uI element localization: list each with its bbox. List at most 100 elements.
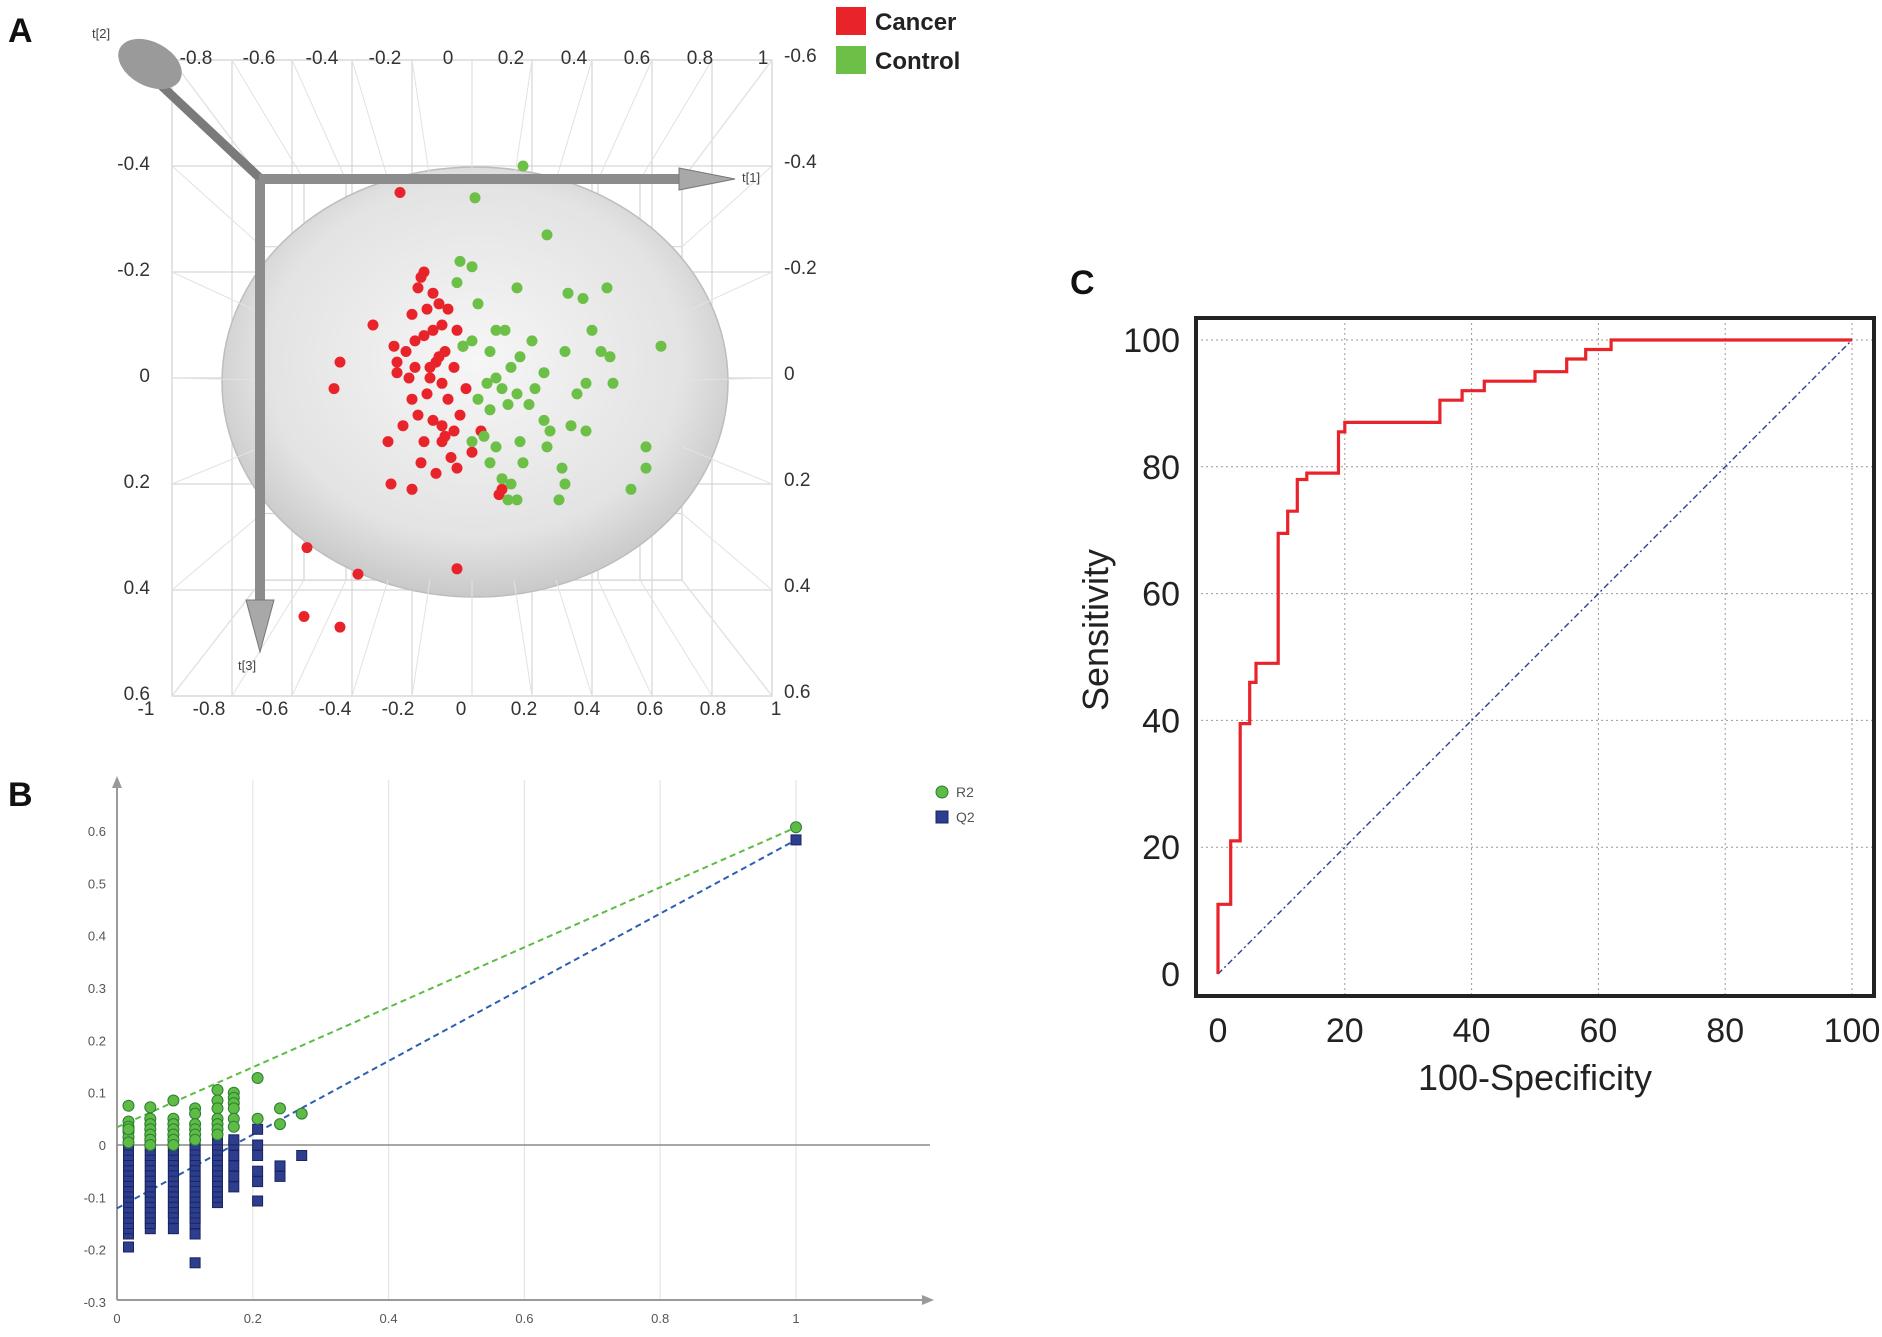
cancer-point (334, 356, 346, 368)
legend-label-cancer: Cancer (875, 9, 956, 36)
cage-right-connector (681, 59, 773, 181)
cage-top-connector (231, 59, 305, 181)
control-point (511, 494, 523, 506)
control-point (514, 436, 526, 448)
r2-point (167, 1094, 180, 1107)
roc-x-tick: 0 (1209, 1012, 1228, 1050)
control-point (580, 377, 592, 389)
cancer-point (391, 356, 403, 368)
permutation-y-tick: 0.3 (88, 981, 106, 996)
cancer-point (406, 393, 418, 405)
cage-left-connector (171, 446, 263, 485)
q2-point (252, 1123, 264, 1135)
permutation-regression-lines (116, 826, 797, 1210)
r2-point (274, 1118, 286, 1131)
control-point (625, 483, 637, 495)
control-point (640, 462, 652, 474)
control-point (472, 393, 484, 405)
cage-bottom-connector (351, 579, 389, 697)
bottom-tick-label: 0 (456, 699, 467, 720)
q2-point (189, 1228, 201, 1240)
confidence-sphere (221, 166, 729, 598)
right-tick-label: -0.2 (784, 258, 817, 279)
control-point (517, 457, 529, 469)
cage-bottom-connector (597, 579, 653, 697)
cancer-point (403, 372, 415, 384)
axis-label-t1: t[1] (742, 170, 760, 185)
control-point (604, 351, 616, 363)
score-plot-ticks: -0.8 -0.6 -0.4 -0.2 0 0.2 0.4 0.6 0.8 1 -1 -0.8 -0.6… (117, 46, 817, 720)
roc-x-tick: 60 (1579, 1012, 1617, 1050)
control-point (538, 414, 550, 426)
cancer-point (427, 414, 439, 426)
roc-x-tick: 20 (1326, 1012, 1364, 1050)
r2-point (211, 1102, 224, 1115)
control-point (541, 229, 553, 241)
control-point (556, 462, 568, 474)
cage-bottom-connector (411, 579, 431, 697)
cancer-point (451, 324, 463, 336)
cancer-point (352, 568, 364, 580)
cancer-point (436, 319, 448, 331)
q2-regression-line (116, 839, 797, 1210)
control-point (466, 436, 478, 448)
cage-bottom-connector (231, 579, 305, 697)
q2-point (228, 1170, 240, 1182)
r2-point (189, 1133, 202, 1146)
q2-point (228, 1150, 240, 1161)
q2-point (790, 834, 802, 846)
control-point (640, 441, 652, 453)
right-tick-label: -0.6 (784, 46, 817, 67)
roc-y-tick: 40 (1142, 702, 1180, 740)
roc-lines (1216, 338, 1853, 975)
permutation-x-tick: 0.4 (380, 1311, 398, 1326)
r2-point (251, 1072, 264, 1084)
permutation-y-tick: -0.2 (84, 1243, 106, 1258)
control-point (490, 324, 502, 336)
cage-left-connector (171, 579, 263, 697)
control-point (562, 287, 574, 299)
cage-right-connector (681, 377, 773, 381)
q2-point (123, 1241, 134, 1253)
control-point (538, 367, 550, 379)
cancer-point (385, 478, 397, 490)
right-tick-label: 0.6 (784, 682, 810, 703)
cancer-point (397, 420, 409, 432)
roc-x-tick: 100 (1824, 1012, 1881, 1050)
control-point (496, 473, 508, 485)
top-tick-label: 0 (443, 48, 454, 69)
control-point (484, 346, 496, 357)
bottom-tick-label: -0.2 (382, 699, 415, 720)
bottom-tick-label: 0.2 (511, 699, 537, 720)
cage-left-connector (171, 513, 263, 591)
cancer-point (301, 542, 313, 554)
bottom-tick-label: 0.4 (574, 699, 601, 720)
control-point (466, 261, 478, 273)
control-point (559, 478, 571, 490)
cancer-point (445, 452, 457, 463)
cancer-point (493, 489, 505, 501)
cancer-point (367, 319, 379, 331)
control-point (499, 324, 511, 336)
cancer-point (394, 187, 406, 198)
r2-regression-line (116, 826, 797, 1129)
roc-reference-line (1217, 339, 1853, 975)
cage-front-grid (171, 59, 773, 697)
cage-top-connector (513, 59, 533, 181)
roc-y-tick: 60 (1142, 576, 1180, 614)
cage-right-connector (681, 579, 773, 697)
cage-right-connector (681, 271, 773, 314)
cancer-point (442, 303, 454, 315)
panel-label-a: A (8, 12, 33, 50)
r2-point (274, 1102, 286, 1115)
y-axis-arrow (112, 776, 122, 788)
left-tick-label: -0.2 (117, 260, 150, 281)
right-tick-label: 0 (784, 364, 795, 385)
bottom-tick-label: -0.4 (319, 699, 352, 720)
score-plot-points (298, 160, 667, 633)
top-tick-label: 0.8 (687, 48, 713, 69)
control-point (511, 282, 523, 294)
panel-label-b: B (8, 776, 33, 814)
cancer-point (409, 361, 421, 373)
roc-y-tick: 20 (1142, 829, 1180, 867)
